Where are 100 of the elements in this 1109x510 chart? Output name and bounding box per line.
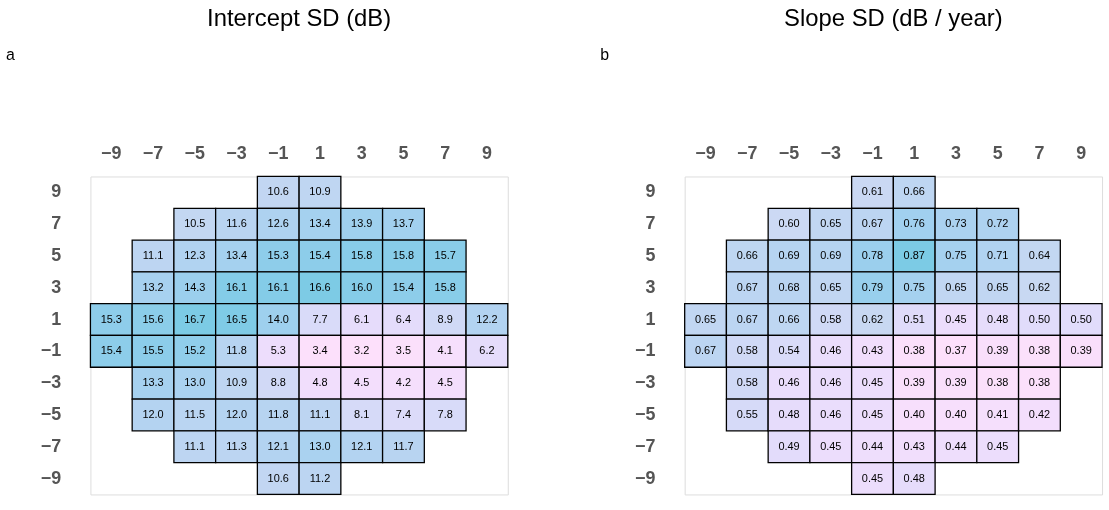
data-label: 0.65	[820, 280, 842, 293]
data-label: 12.3	[184, 248, 206, 261]
data-label: 0.45	[987, 439, 1009, 452]
data-label: 16.5	[225, 312, 248, 325]
data-label: 13.7	[392, 217, 415, 230]
data-label: 0.67	[861, 217, 884, 230]
data-label: 10.9	[309, 185, 331, 198]
data-label: 11.8	[268, 407, 289, 420]
data-label: 7.7	[312, 312, 328, 325]
data-label: 0.38	[1028, 344, 1051, 357]
data-label: 0.38	[987, 376, 1009, 389]
data-label: 0.45	[945, 312, 967, 325]
data-label: 0.50	[1070, 312, 1092, 325]
data-label: 5.3	[270, 344, 286, 357]
data-label: 13.9	[351, 217, 373, 230]
x-tick-label: −1	[268, 143, 289, 164]
data-label: 12.6	[267, 217, 289, 230]
data-label: 13.0	[309, 439, 331, 452]
data-label: 0.65	[945, 280, 967, 293]
data-label: 16.0	[351, 280, 373, 293]
data-label: 0.39	[987, 344, 1009, 357]
data-label: 11.5	[184, 407, 205, 420]
data-label: 0.39	[903, 376, 925, 389]
x-tick-label: 1	[315, 143, 325, 164]
x-tick-label: 9	[1076, 143, 1087, 164]
data-label: 0.58	[736, 376, 758, 389]
data-label: 11.7	[393, 439, 414, 452]
data-label: 0.43	[861, 344, 884, 357]
data-label: 3.4	[312, 344, 328, 357]
data-label: 0.62	[1028, 280, 1051, 293]
data-label: 15.8	[351, 248, 373, 261]
data-label: 0.38	[903, 344, 925, 357]
data-label: 0.61	[861, 185, 884, 198]
data-label: 0.64	[1028, 248, 1051, 261]
data-label: 12.0	[225, 407, 248, 420]
y-tick-label: 9	[51, 181, 62, 202]
data-label: 0.49	[778, 439, 800, 452]
x-tick-label: −7	[737, 143, 758, 164]
y-tick-label: 1	[645, 308, 656, 329]
data-label: 13.3	[142, 376, 164, 389]
y-tick-label: −1	[634, 340, 656, 361]
x-tick-label: −9	[101, 143, 122, 164]
data-label: 11.1	[184, 439, 205, 452]
data-label: 4.1	[437, 344, 453, 357]
data-label: 15.3	[267, 248, 289, 261]
y-tick-label: −7	[634, 435, 656, 456]
data-label: 10.9	[225, 376, 248, 389]
data-label: 7.8	[437, 407, 453, 420]
data-label: 13.2	[142, 280, 164, 293]
text: b	[600, 46, 610, 64]
data-label: 15.4	[100, 344, 122, 357]
y-tick-label: −7	[40, 435, 62, 456]
data-label: 11.1	[309, 407, 331, 420]
data-label: 14.3	[184, 280, 206, 293]
data-label: 0.46	[820, 344, 842, 357]
data-label: 6.2	[479, 344, 495, 357]
y-tick-label: −3	[40, 372, 62, 393]
data-label: 0.38	[1028, 376, 1051, 389]
data-label: 0.48	[778, 407, 800, 420]
data-label: 15.6	[142, 312, 164, 325]
data-label: 0.54	[778, 344, 800, 357]
data-label: 8.1	[354, 407, 370, 420]
y-tick-label: 3	[51, 276, 62, 297]
data-label: 0.79	[861, 280, 884, 293]
data-label: 0.41	[987, 407, 1009, 420]
y-tick-label: −9	[40, 467, 62, 488]
data-label: 10.6	[267, 185, 289, 198]
data-label: 0.66	[736, 248, 758, 261]
data-label: 0.46	[820, 376, 842, 389]
y-tick-label: −1	[40, 340, 62, 361]
data-label: 16.1	[225, 280, 248, 293]
x-tick-label: −9	[695, 143, 716, 164]
data-label: 0.67	[694, 344, 717, 357]
data-label: 16.7	[184, 312, 206, 325]
data-label: 0.40	[945, 407, 967, 420]
data-label: 13.4	[225, 248, 248, 261]
data-label: 0.72	[987, 217, 1009, 230]
data-label: 10.5	[184, 217, 206, 230]
data-label: 0.66	[903, 185, 925, 198]
data-label: 0.44	[945, 439, 967, 452]
data-label: 11.2	[309, 471, 331, 484]
data-label: 12.0	[142, 407, 164, 420]
data-label: 0.39	[1070, 344, 1092, 357]
text: a	[5, 46, 15, 64]
data-label: 0.50	[1028, 312, 1051, 325]
data-label: 8.9	[437, 312, 453, 325]
x-tick-label: 3	[356, 143, 367, 164]
x-tick-label: −1	[862, 143, 883, 164]
data-label: 0.45	[861, 471, 884, 484]
data-label: 0.45	[861, 376, 884, 389]
y-tick-label: −5	[40, 403, 62, 424]
data-label: 12.1	[267, 439, 289, 452]
data-label: 7.4	[395, 407, 412, 420]
data-label: 0.75	[945, 248, 967, 261]
x-tick-label: −5	[184, 143, 206, 164]
data-label: 12.2	[476, 312, 498, 325]
data-label: 4.5	[437, 376, 453, 389]
y-tick-label: 5	[645, 244, 656, 265]
data-label: 0.67	[736, 280, 758, 293]
data-label: 15.8	[392, 248, 415, 261]
